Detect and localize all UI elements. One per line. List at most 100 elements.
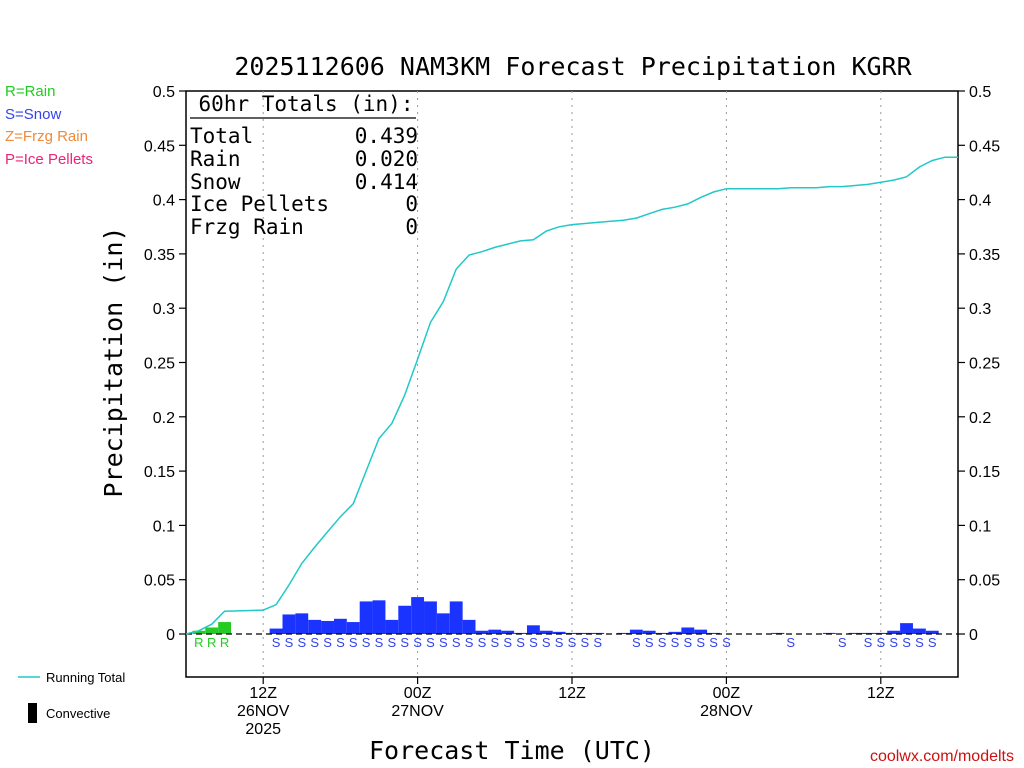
totals-value-frzg-rain: 0 xyxy=(405,215,418,239)
precip-bar xyxy=(578,632,592,634)
precip-type-letter: S xyxy=(478,635,487,650)
precip-type-letter: S xyxy=(709,635,718,650)
precip-bar xyxy=(424,601,437,634)
precip-bars xyxy=(192,597,939,634)
precip-type-letter: S xyxy=(336,635,345,650)
precip-bar xyxy=(398,605,412,634)
precip-type-letter: S xyxy=(310,635,319,650)
precip-bar xyxy=(385,619,399,634)
precip-type-letter: S xyxy=(889,635,898,650)
legend-rain: R=Rain xyxy=(5,83,55,100)
precip-bar xyxy=(205,627,219,634)
precip-type-letter: S xyxy=(928,635,937,650)
precip-type-letter: S xyxy=(555,635,564,650)
y-tick-label-left: 0.5 xyxy=(153,84,175,101)
y-tick-label-left: 0.4 xyxy=(153,193,175,210)
precip-bar xyxy=(668,631,682,634)
totals-value-snow: 0.414 xyxy=(355,170,418,194)
precip-type-letter: S xyxy=(876,635,885,650)
precip-bar xyxy=(848,632,862,634)
precip-type-letter: S xyxy=(568,635,577,650)
precip-type-letter: S xyxy=(593,635,602,650)
y-tick-label-right: 0.15 xyxy=(969,464,1000,481)
y-tick-label-left: 0 xyxy=(166,627,175,644)
precip-type-letter: S xyxy=(452,635,461,650)
precip-type-letter: S xyxy=(645,635,654,650)
convective-swatch xyxy=(28,703,37,723)
precip-type-letter: S xyxy=(400,635,409,650)
x-tick-label: 26NOV xyxy=(237,703,290,720)
x-tick-label: 12Z xyxy=(558,685,586,702)
totals-label-rain: Rain xyxy=(190,147,241,171)
precip-type-letter: S xyxy=(503,635,512,650)
y-tick-label-left: 0.35 xyxy=(144,247,175,264)
precip-bar xyxy=(411,597,425,634)
precip-bar xyxy=(346,622,360,634)
precip-bar xyxy=(707,632,720,634)
y-tick-label-right: 0.3 xyxy=(969,301,991,318)
precip-bar xyxy=(295,613,309,634)
running-total-line xyxy=(185,156,958,635)
precip-type-letter: S xyxy=(362,635,371,650)
totals-value-ice-pellets: 0 xyxy=(405,192,418,216)
precip-type-letter: R xyxy=(220,635,229,650)
series-legend: Running Total Convective xyxy=(18,670,125,723)
convective-legend-label: Convective xyxy=(46,706,110,721)
totals-label-total: Total xyxy=(190,124,253,148)
x-tick-label: 12Z xyxy=(867,685,895,702)
precip-bar xyxy=(475,630,489,634)
precip-type-letter: S xyxy=(902,635,911,650)
precip-bar xyxy=(372,600,386,634)
totals-label-ice-pellets: Ice Pellets xyxy=(190,192,329,216)
precip-type-letter: S xyxy=(581,635,590,650)
y-tick-label-left: 0.25 xyxy=(144,356,175,373)
precip-type-letter: S xyxy=(490,635,499,650)
precip-type-letter: S xyxy=(786,635,795,650)
totals-header: 60hr Totals (in): xyxy=(199,92,414,116)
totals-value-total: 0.439 xyxy=(355,124,418,148)
precip-bar xyxy=(218,622,232,634)
precip-bar xyxy=(488,629,502,634)
x-tick-label: 2025 xyxy=(245,721,281,738)
x-tick-label: 00Z xyxy=(713,685,741,702)
y-tick-label-right: 0.2 xyxy=(969,410,991,427)
precip-bar xyxy=(925,630,939,634)
precip-bar xyxy=(321,620,334,634)
legend-snow: S=Snow xyxy=(5,106,61,123)
x-tick-label: 28NOV xyxy=(700,703,753,720)
y-axis-left: 0 0.05 0.1 0.15 0.2 0.25 0.3 0.35 0.4 0.45 0.5 xyxy=(144,84,186,644)
precip-bar xyxy=(655,632,669,634)
precip-type-letter: S xyxy=(722,635,731,650)
totals-label-snow: Snow xyxy=(190,170,241,194)
precip-bar xyxy=(694,629,708,634)
precip-bar xyxy=(539,630,553,634)
precip-type-letter: S xyxy=(439,635,448,650)
precip-bar xyxy=(359,601,373,634)
y-tick-label-left: 0.3 xyxy=(153,301,175,318)
precip-bar xyxy=(617,632,630,634)
precip-type-letter: S xyxy=(864,635,873,650)
running-total-legend-label: Running Total xyxy=(46,670,125,685)
totals-value-rain: 0.020 xyxy=(355,147,418,171)
precip-bar xyxy=(333,618,347,634)
precip-type-letter: S xyxy=(671,635,680,650)
y-tick-label-right: 0.4 xyxy=(969,193,991,210)
precip-type-letter: S xyxy=(375,635,384,650)
precip-bar xyxy=(912,628,926,634)
y-tick-label-left: 0.45 xyxy=(144,138,175,155)
precip-type-letter: S xyxy=(915,635,924,650)
precip-type-letter: S xyxy=(632,635,641,650)
precip-type-letter: S xyxy=(349,635,358,650)
chart-title: 2025112606 NAM3KM Forecast Precipitation… xyxy=(234,52,912,81)
precip-type-letter: S xyxy=(297,635,306,650)
precip-type-letter: R xyxy=(207,635,216,650)
precip-type-letter: S xyxy=(516,635,525,650)
precip-type-legend: R=Rain S=Snow Z=Frzg Rain P=Ice Pellets xyxy=(5,83,93,168)
precip-bar xyxy=(282,614,296,634)
precip-type-letter: S xyxy=(426,635,435,650)
y-tick-label-right: 0.25 xyxy=(969,356,1000,373)
precip-bar xyxy=(462,619,476,634)
precip-type-letter: S xyxy=(285,635,294,650)
precip-type-letter: S xyxy=(413,635,422,650)
